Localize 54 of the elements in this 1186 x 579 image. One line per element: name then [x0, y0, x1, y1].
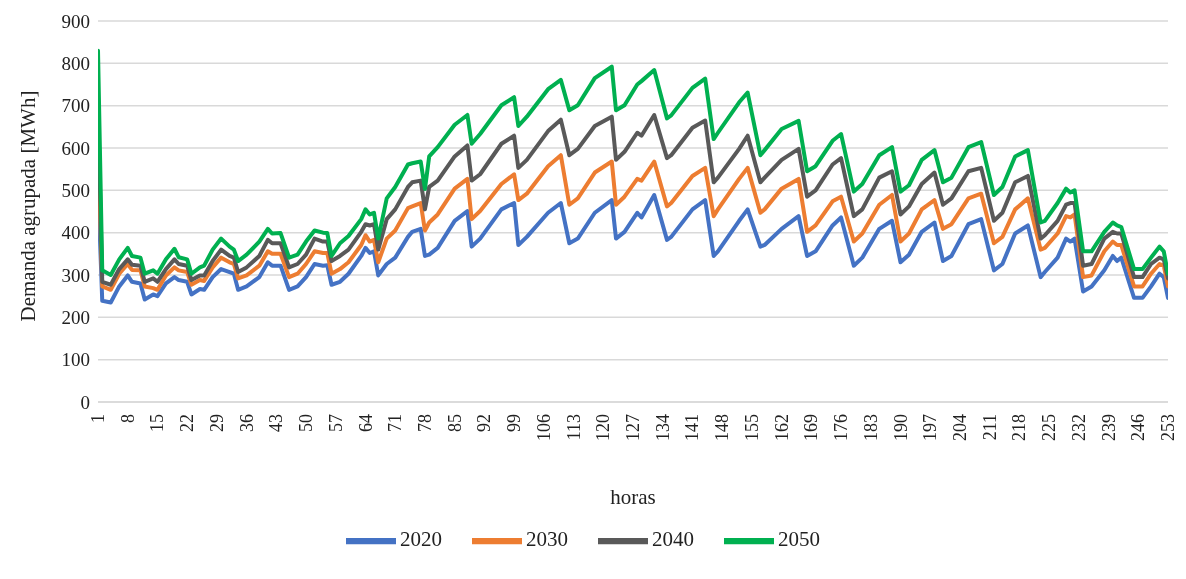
x-tick-label: 92: [474, 414, 495, 432]
line-series: [98, 48, 1168, 277]
x-tick-label: 36: [236, 414, 257, 432]
x-tick-label: 218: [1009, 414, 1030, 441]
x-tick-label: 113: [563, 414, 584, 441]
x-tick-label: 253: [1158, 414, 1178, 441]
y-tick-label: 200: [61, 307, 90, 329]
x-tick-label: 190: [890, 414, 911, 441]
y-axis-title: Demanda agrupada [MWh]: [16, 90, 41, 322]
x-axis-title: horas: [610, 485, 656, 509]
x-tick-label: 176: [831, 414, 852, 441]
x-tick-label: 141: [682, 414, 703, 441]
legend-label: 2030: [526, 526, 568, 551]
y-tick-label: 100: [61, 349, 90, 371]
y-tick-label: 600: [61, 137, 90, 159]
legend-label: 2040: [652, 526, 694, 551]
x-tick-label: 1: [88, 414, 108, 423]
x-tick-label: 183: [860, 414, 881, 441]
x-tick-label: 50: [296, 414, 317, 432]
legend-label: 2020: [400, 526, 442, 551]
x-tick-label: 197: [920, 414, 941, 441]
x-tick-label: 162: [771, 414, 792, 441]
x-tick-label: 29: [206, 414, 227, 432]
x-tick-label: 78: [414, 414, 435, 432]
x-tick-label: 211: [979, 414, 1000, 441]
x-tick-label: 15: [147, 414, 168, 432]
y-tick-label: 900: [61, 10, 90, 32]
x-tick-label: 204: [949, 414, 970, 441]
y-tick-label: 700: [61, 95, 90, 117]
x-tick-label: 85: [444, 414, 465, 432]
y-tick-label: 500: [61, 180, 90, 202]
y-tick-label: 0: [80, 391, 90, 413]
y-tick-label: 300: [61, 264, 90, 286]
x-tick-label: 246: [1128, 414, 1149, 441]
x-tick-label: 8: [117, 414, 138, 423]
x-tick-label: 239: [1098, 414, 1119, 441]
x-tick-label: 64: [355, 414, 376, 432]
y-tick-label: 400: [61, 222, 90, 244]
x-tick-label: 232: [1068, 414, 1089, 441]
x-tick-label: 99: [504, 414, 525, 432]
x-tick-label: 71: [385, 414, 406, 432]
x-tick-label: 22: [177, 414, 198, 432]
y-tick-label: 800: [61, 53, 90, 75]
x-tick-label: 148: [712, 414, 733, 441]
x-tick-label: 43: [266, 414, 287, 432]
x-tick-label: 106: [533, 414, 554, 441]
legend-label: 2050: [778, 526, 820, 551]
x-tick-label: 120: [593, 414, 614, 441]
x-tick-label: 134: [652, 414, 673, 441]
x-tick-label: 169: [801, 414, 822, 441]
x-tick-label: 127: [623, 414, 643, 441]
x-tick-label: 57: [325, 414, 346, 432]
x-tick-label: 155: [741, 414, 762, 441]
x-tick-label: 225: [1039, 414, 1060, 441]
